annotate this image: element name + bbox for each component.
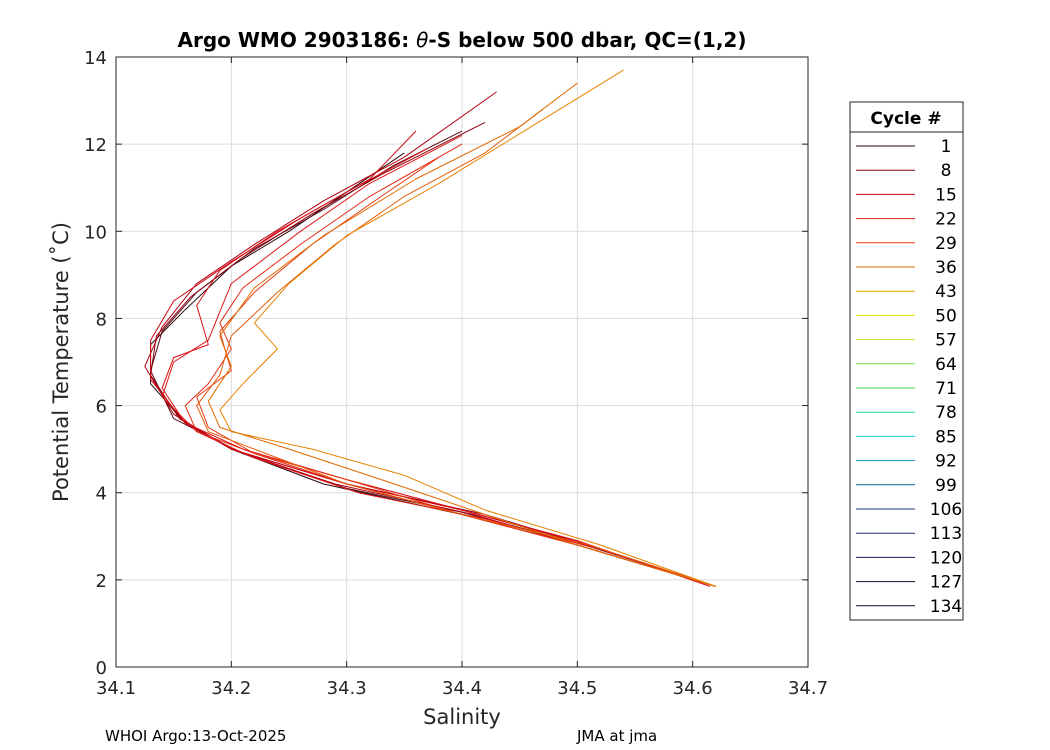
legend-label: 85 bbox=[935, 427, 957, 447]
x-tick-label: 34.5 bbox=[557, 678, 597, 699]
legend-label: 1 bbox=[941, 137, 952, 157]
x-tick-label: 34.3 bbox=[327, 678, 367, 699]
legend-label: 71 bbox=[935, 379, 957, 399]
y-tick-label: 6 bbox=[96, 397, 107, 418]
x-axis-label: Salinity bbox=[423, 705, 501, 729]
y-tick-label: 4 bbox=[96, 484, 107, 505]
legend-label: 8 bbox=[941, 161, 952, 181]
legend-title: Cycle # bbox=[870, 109, 941, 129]
legend-label: 15 bbox=[935, 185, 957, 205]
y-tick-label: 12 bbox=[84, 135, 107, 156]
x-tick-label: 34.2 bbox=[211, 678, 251, 699]
legend-label: 127 bbox=[930, 573, 962, 593]
profile-line-cycle-22 bbox=[161, 134, 716, 587]
profile-line-cycle-19 bbox=[161, 148, 711, 587]
y-tick-label: 2 bbox=[96, 571, 107, 592]
y-tick-label: 0 bbox=[96, 658, 107, 679]
legend-label: 99 bbox=[935, 476, 957, 496]
x-tick-label: 34.6 bbox=[673, 678, 713, 699]
y-axis-label: Potential Temperature (˚C) bbox=[49, 222, 73, 502]
y-tick-label: 8 bbox=[96, 309, 107, 330]
legend-label: 64 bbox=[935, 355, 957, 375]
profile-line-cycle-33 bbox=[196, 108, 716, 587]
legend-label: 57 bbox=[935, 331, 957, 351]
series-lines bbox=[144, 69, 716, 587]
legend-label: 22 bbox=[935, 210, 957, 230]
chart-title-suffix: -S below 500 dbar, QC=(1,2) bbox=[428, 28, 746, 52]
chart-title: Argo WMO 2903186: θ-S below 500 dbar, QC… bbox=[178, 28, 747, 52]
legend-label: 134 bbox=[930, 597, 962, 617]
chart-title-prefix: Argo WMO 2903186: bbox=[178, 28, 417, 52]
x-tick-label: 34.7 bbox=[788, 678, 828, 699]
legend-label: 106 bbox=[930, 500, 962, 520]
legend-label: 50 bbox=[935, 306, 957, 326]
footer-credit: JMA at jma bbox=[576, 727, 657, 745]
y-tick-label: 10 bbox=[84, 222, 107, 243]
x-tick-label: 34.4 bbox=[442, 678, 482, 699]
profile-line-cycle-36 bbox=[207, 82, 716, 587]
legend-label: 120 bbox=[930, 548, 962, 568]
legend-label: 29 bbox=[935, 234, 957, 254]
chart-title-theta: θ bbox=[416, 28, 428, 52]
legend-label: 92 bbox=[935, 452, 957, 472]
legend-entries: 1 8 15 22 29 36 43 50 57 64 71 78 85 92 99 106 113 120 127… bbox=[856, 137, 962, 617]
legend-label: 113 bbox=[930, 524, 962, 544]
plot-area: 34.1 34.2 34.3 34.4 34.5 34.6 34.7 0 2 4 6 8 10 12 14 bbox=[84, 48, 828, 699]
x-tick-label: 34.1 bbox=[96, 678, 136, 699]
legend-label: 43 bbox=[935, 282, 957, 302]
footer-source: WHOI Argo:13-Oct-2025 bbox=[105, 727, 286, 745]
legend-label: 36 bbox=[935, 258, 957, 278]
profile-line-cycle-38 bbox=[219, 69, 716, 587]
legend-label: 78 bbox=[935, 403, 957, 423]
profile-line-cycle-12 bbox=[144, 91, 716, 587]
axis-ticks: 34.1 34.2 34.3 34.4 34.5 34.6 34.7 0 2 4 6 8 10 12 14 bbox=[84, 48, 828, 699]
y-tick-label: 14 bbox=[84, 48, 107, 69]
legend: Cycle # 18152229364350576471788592991061… bbox=[849, 101, 964, 621]
